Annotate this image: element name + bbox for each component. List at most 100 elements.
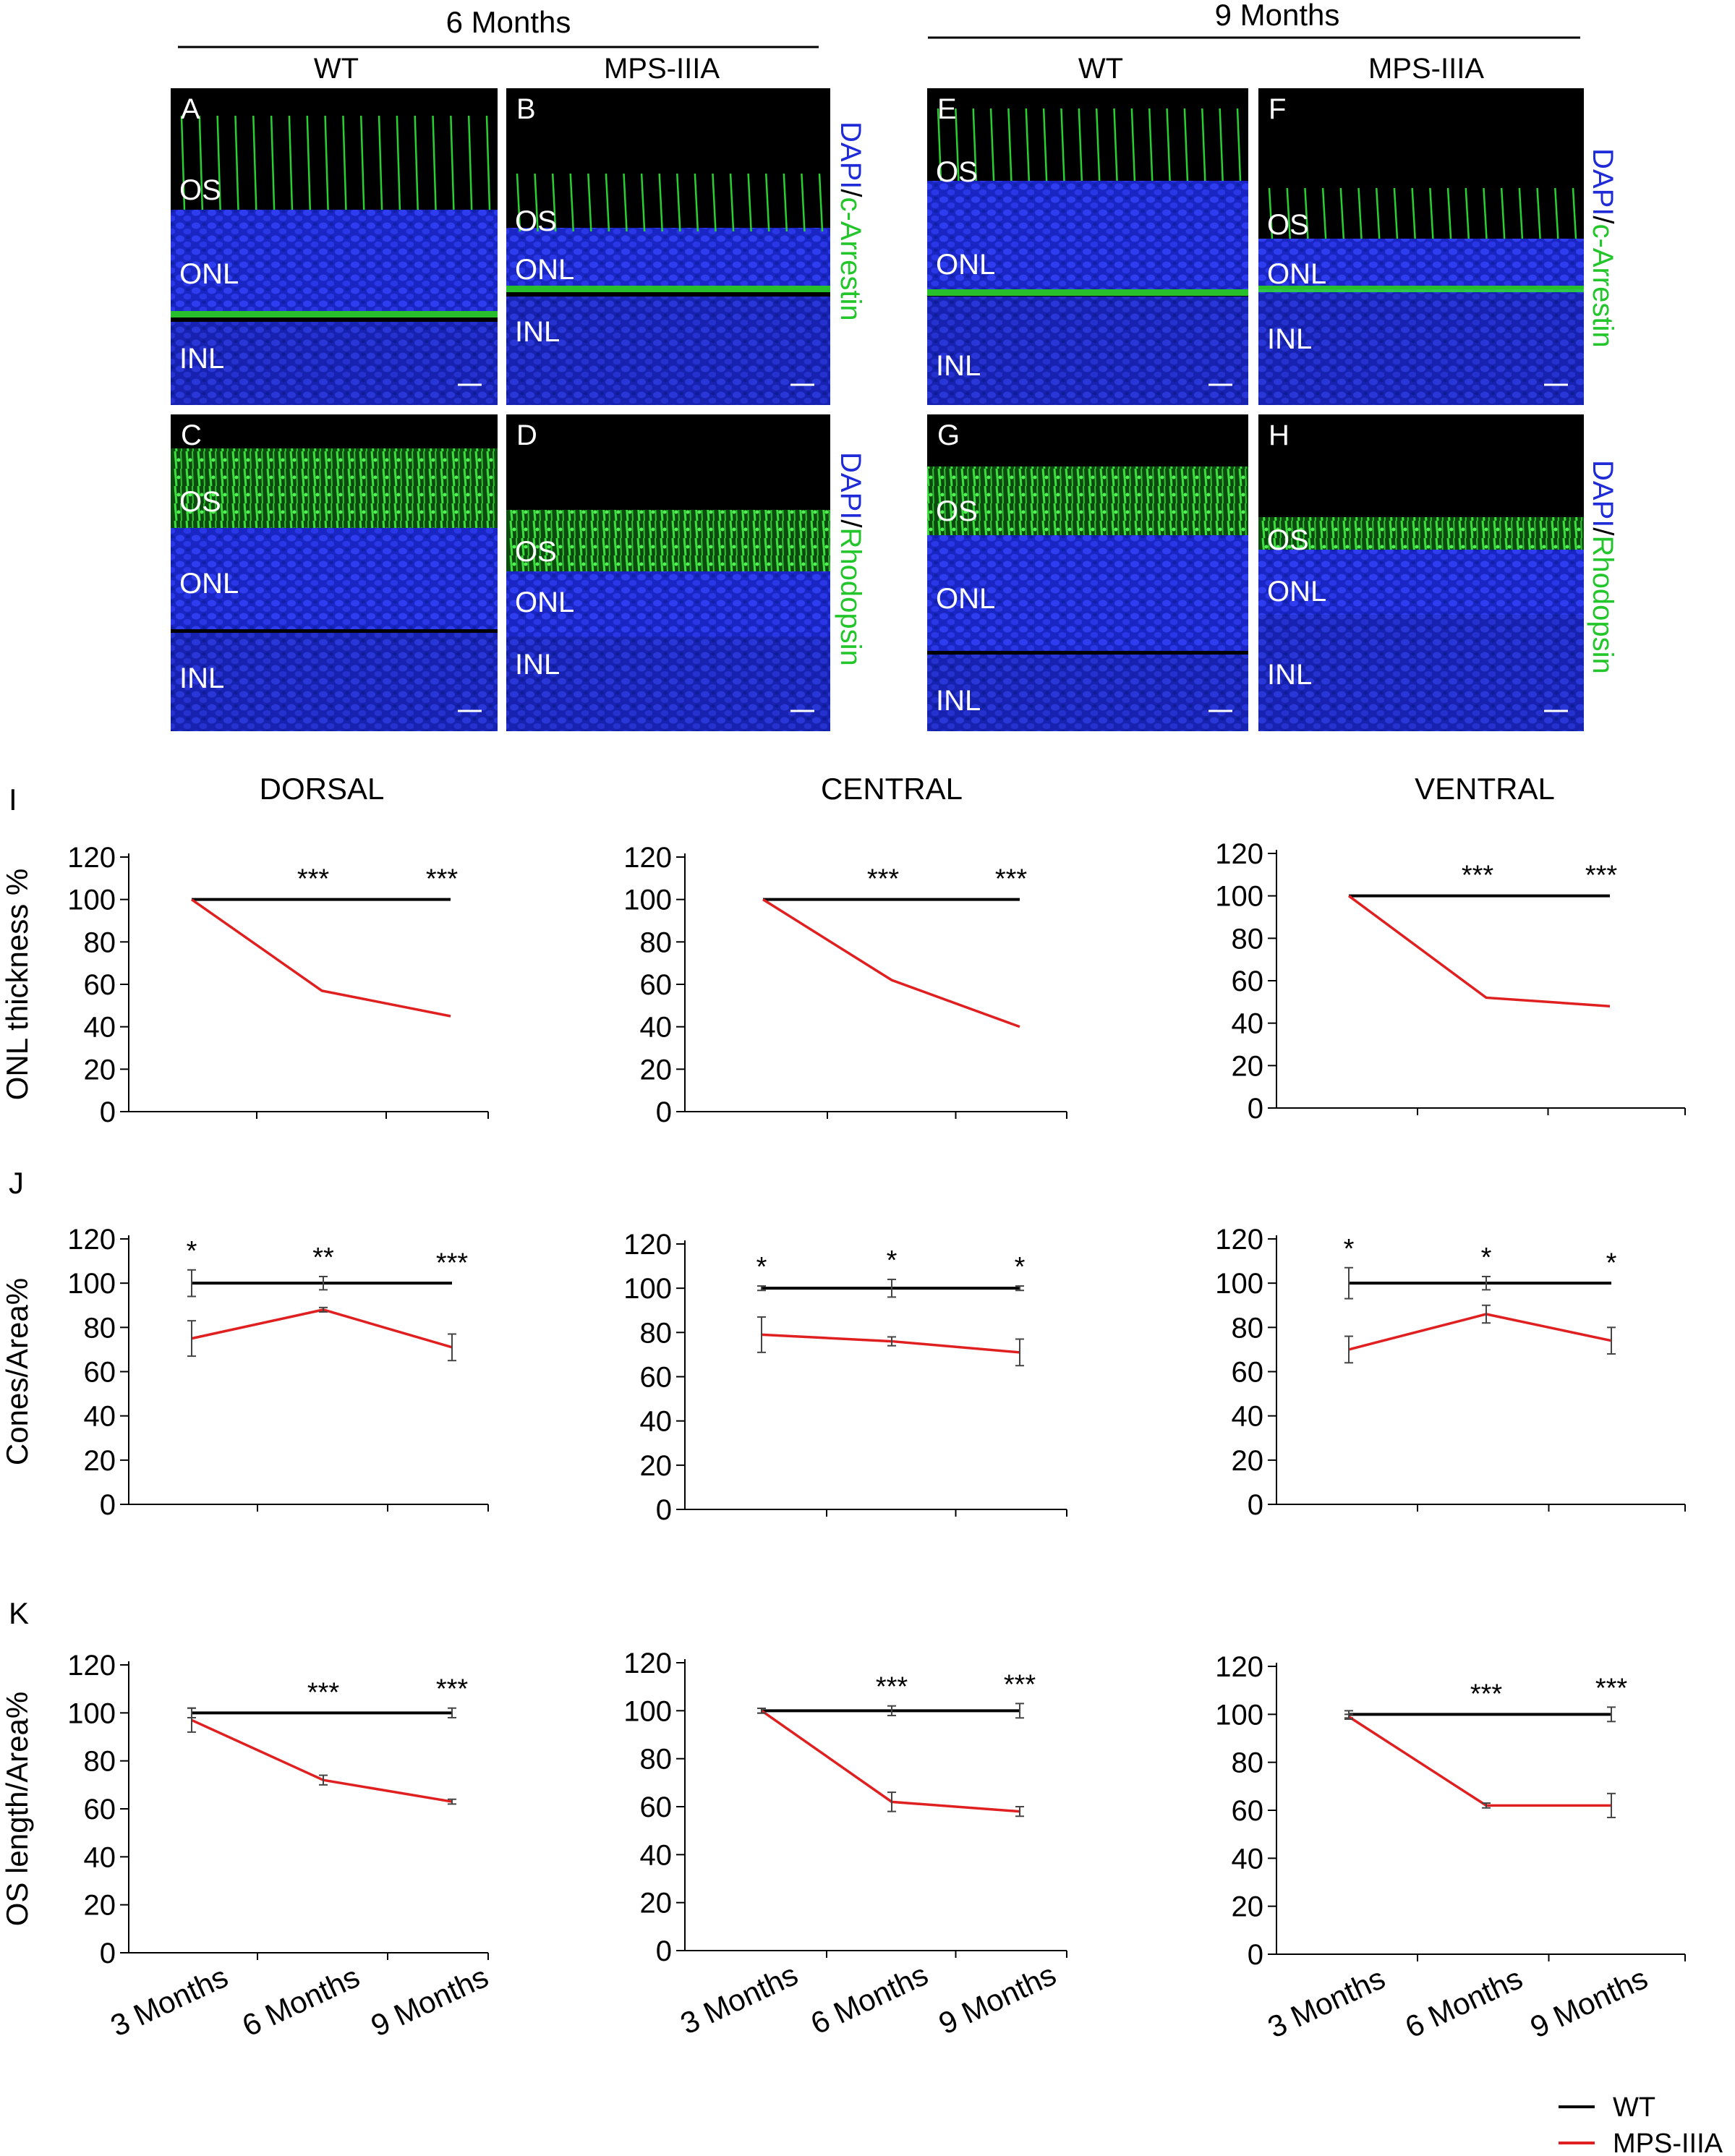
- y-tick-label: 100: [623, 1273, 672, 1305]
- col-label-wt-9m: WT: [1078, 53, 1123, 85]
- cone-process: [306, 115, 312, 210]
- y-tick-label: 100: [1215, 1268, 1263, 1300]
- y-tick-label: 20: [84, 1445, 116, 1477]
- y-tick-label: 20: [84, 1054, 116, 1086]
- x-tick-label: 3 Months: [1263, 1961, 1390, 2045]
- y-tick-label: 60: [84, 1357, 116, 1389]
- cone-process: [1113, 108, 1118, 182]
- error-bar-wt: [887, 1705, 896, 1716]
- chart-i-central: 0 20 40 60 80 100 120 *** ***: [623, 842, 1067, 1128]
- cone-process: [1201, 108, 1206, 182]
- cone-process: [1339, 187, 1345, 239]
- cone-process: [972, 108, 977, 182]
- y-tick-label: 80: [640, 926, 673, 958]
- error-bar-mps-iiia: [1015, 1338, 1024, 1367]
- significance-marker: ***: [995, 864, 1028, 895]
- stain-label-rhodopsin-6m: DAPI/Rhodopsin: [835, 452, 866, 666]
- cone-process: [180, 115, 186, 210]
- y-tick-label: 120: [67, 1650, 116, 1682]
- cone-process: [587, 173, 592, 232]
- y-tick-label: 40: [640, 1839, 673, 1871]
- cone-process: [1007, 108, 1013, 182]
- y-axis-label: OS length/Area%: [0, 1692, 34, 1927]
- significance-marker: ***: [867, 864, 900, 895]
- micrograph-grid: A OS ONL INL B OS ONL INL E OS ONL INL F OS ONL INL C OS O…: [171, 88, 1584, 731]
- col-label-mps-9m: MPS-IIIA: [1368, 53, 1484, 85]
- significance-marker: *: [887, 1245, 898, 1276]
- significance-marker: *: [1015, 1252, 1026, 1282]
- os-band: [171, 448, 498, 528]
- y-tick-label: 40: [640, 1012, 673, 1044]
- legend: WT MPS-IIIA: [1559, 2092, 1723, 2156]
- y-tick-label: 0: [1248, 1939, 1263, 1971]
- onl-band: [506, 571, 830, 636]
- os-band: [927, 466, 1248, 535]
- cone-synapse-band: [927, 289, 1248, 296]
- error-bar-mps-iiia: [1607, 1792, 1616, 1818]
- cone-process: [1554, 187, 1559, 239]
- inl-band: [171, 633, 498, 731]
- y-tick-label: 80: [1232, 1312, 1264, 1344]
- region-title-central: CENTRAL: [821, 772, 963, 806]
- panel-letter: C: [181, 419, 202, 451]
- y-tick-label: 80: [1232, 923, 1264, 955]
- y-axis-label: Cones/Area%: [0, 1278, 34, 1465]
- y-tick-label: 60: [640, 1362, 673, 1394]
- layer-label-inl: INL: [1267, 659, 1312, 691]
- layer-label-inl: INL: [179, 662, 224, 694]
- onl-band: [1258, 239, 1584, 286]
- y-tick-label: 0: [656, 1494, 672, 1526]
- os-band: [506, 510, 830, 571]
- cone-process: [937, 108, 942, 182]
- inl-band: [927, 297, 1248, 405]
- region-title-dorsal: DORSAL: [260, 772, 385, 806]
- significance-marker: ***: [307, 1678, 340, 1708]
- significance-marker: **: [312, 1243, 334, 1273]
- layer-label-onl: ONL: [179, 568, 239, 600]
- significance-marker: ***: [297, 864, 330, 895]
- cone-synapse-band: [171, 311, 498, 318]
- y-tick-label: 120: [623, 842, 672, 874]
- error-bar-mps-iiia: [887, 1336, 896, 1347]
- region-title-ventral: VENTRAL: [1415, 772, 1555, 806]
- y-tick-label: 100: [1215, 881, 1263, 913]
- cone-processes: [516, 173, 824, 232]
- row-letter-i: I: [9, 783, 17, 817]
- cone-process: [414, 115, 419, 210]
- cone-processes: [1268, 187, 1577, 239]
- significance-marker: *: [756, 1252, 767, 1282]
- series-line-mps-iiia: [191, 1308, 453, 1349]
- error-bar-mps-iiia: [319, 1306, 328, 1313]
- cone-process: [288, 115, 294, 210]
- y-tick-label: 120: [67, 842, 116, 874]
- significance-marker: ***: [426, 864, 459, 895]
- cone-process: [534, 173, 539, 232]
- cone-process: [551, 173, 557, 232]
- panel-letter: D: [516, 419, 537, 451]
- layer-label-os: OS: [515, 536, 557, 568]
- y-tick-label: 100: [623, 1695, 672, 1727]
- series-line-mps-iiia: [1347, 895, 1611, 1007]
- col-label-mps-6m: MPS-IIIA: [604, 53, 720, 85]
- y-tick-label: 20: [640, 1054, 673, 1086]
- x-tick-label: 3 Months: [106, 1959, 233, 2043]
- cone-process: [1500, 187, 1506, 239]
- cone-process: [801, 173, 806, 232]
- cone-process: [342, 115, 347, 210]
- micrograph-panel-e: E OS ONL INL: [927, 88, 1248, 405]
- significance-marker: ***: [1470, 1679, 1503, 1710]
- y-tick-label: 20: [640, 1450, 673, 1482]
- cone-process: [270, 115, 276, 210]
- y-tick-label: 100: [1215, 1699, 1263, 1731]
- stain-label-arrestin-9m: DAPI/c-Arrestin: [1587, 148, 1619, 348]
- x-tick-label: 9 Months: [1525, 1961, 1653, 2045]
- y-tick-label: 80: [84, 1746, 116, 1778]
- chart-j-ventral: 0 20 40 60 80 100 120 * * *: [1215, 1224, 1686, 1521]
- cone-process: [1321, 187, 1327, 239]
- y-tick-label: 40: [1232, 1843, 1264, 1875]
- x-tick-label: 6 Months: [806, 1957, 933, 2041]
- y-tick-label: 60: [640, 1791, 673, 1823]
- y-tick-label: 20: [1232, 1445, 1264, 1477]
- error-bar-mps-iiia: [448, 1798, 456, 1805]
